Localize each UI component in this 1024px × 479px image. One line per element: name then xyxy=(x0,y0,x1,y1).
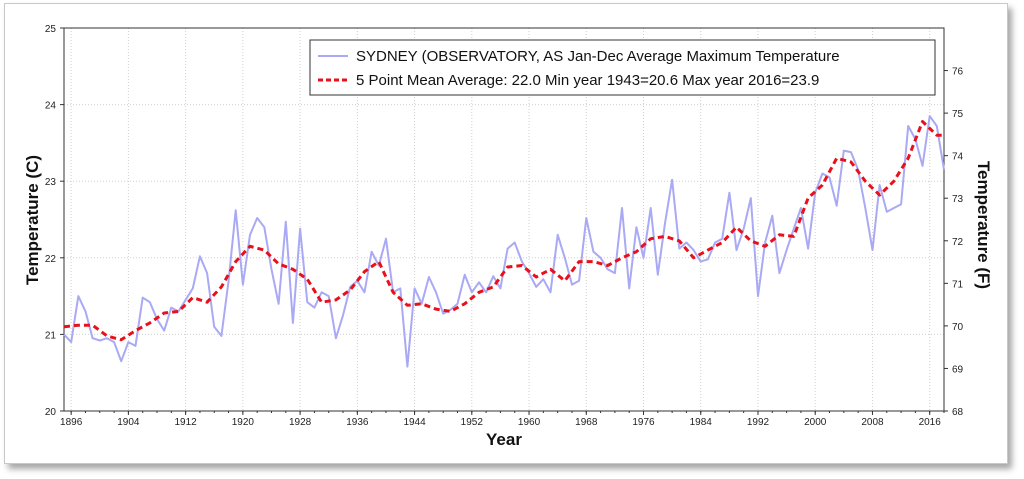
x-tick-label: 2016 xyxy=(919,417,942,428)
y-tick-label-left: 25 xyxy=(45,24,57,35)
x-tick-label: 1952 xyxy=(461,417,484,428)
legend: SYDNEY (OBSERVATORY, AS Jan-Dec Average … xyxy=(309,39,936,96)
x-axis-title: Year xyxy=(486,430,522,449)
plot-border xyxy=(63,27,945,412)
x-tick-label: 1992 xyxy=(747,417,770,428)
y-tick-label-right: 68 xyxy=(952,407,964,418)
y-tick-label-right: 72 xyxy=(952,237,964,248)
y-axis-right-title: Temperature (F) xyxy=(974,161,993,289)
series-line-5pt-mean xyxy=(63,120,944,342)
y-axis-left-title: Temperature (C) xyxy=(23,155,42,285)
x-tick-label: 1936 xyxy=(346,417,369,428)
y-axis-left-ticks: 20 21 22 23 24 25 xyxy=(45,24,64,418)
y-tick-label-right: 69 xyxy=(952,364,964,375)
y-tick-label-right: 70 xyxy=(952,322,964,333)
x-tick-label: 1904 xyxy=(117,417,140,428)
y-tick-label-right: 75 xyxy=(952,109,964,120)
y-tick-label-left: 24 xyxy=(45,101,57,112)
x-tick-label: 1896 xyxy=(60,417,83,428)
y-tick-label-left: 23 xyxy=(45,177,57,188)
x-tick-label: 1976 xyxy=(632,417,655,428)
x-tick-label: 1920 xyxy=(232,417,255,428)
series-line-annual xyxy=(63,115,945,368)
x-tick-label: 1912 xyxy=(175,417,198,428)
y-axis-right-ticks: 68 69 70 71 72 73 74 75 76 xyxy=(944,67,964,418)
series-group xyxy=(63,115,945,368)
y-tick-label-right: 74 xyxy=(952,152,964,163)
x-tick-label: 2000 xyxy=(804,417,827,428)
y-tick-label-right: 73 xyxy=(952,194,964,205)
y-tick-label-right: 76 xyxy=(952,67,964,78)
x-tick-label: 1928 xyxy=(289,417,312,428)
x-axis-ticks: 1896 1904 1912 1920 1928 1936 1944 1952 1960 1968… xyxy=(60,411,945,428)
x-tick-label: 2008 xyxy=(861,417,884,428)
y-tick-label-right: 71 xyxy=(952,279,964,290)
y-tick-label-left: 21 xyxy=(45,330,57,341)
legend-label-annual: SYDNEY (OBSERVATORY, AS Jan-Dec Average … xyxy=(356,48,840,65)
x-tick-label: 1968 xyxy=(575,417,598,428)
x-tick-label: 1984 xyxy=(690,417,713,428)
x-tick-label: 1944 xyxy=(403,417,426,428)
legend-label-mean: 5 Point Mean Average: 22.0 Min year 1943… xyxy=(356,72,819,89)
y-tick-label-left: 22 xyxy=(45,254,57,265)
x-tick-label: 1960 xyxy=(518,417,541,428)
y-tick-label-left: 20 xyxy=(45,407,57,418)
legend-box xyxy=(309,39,936,96)
